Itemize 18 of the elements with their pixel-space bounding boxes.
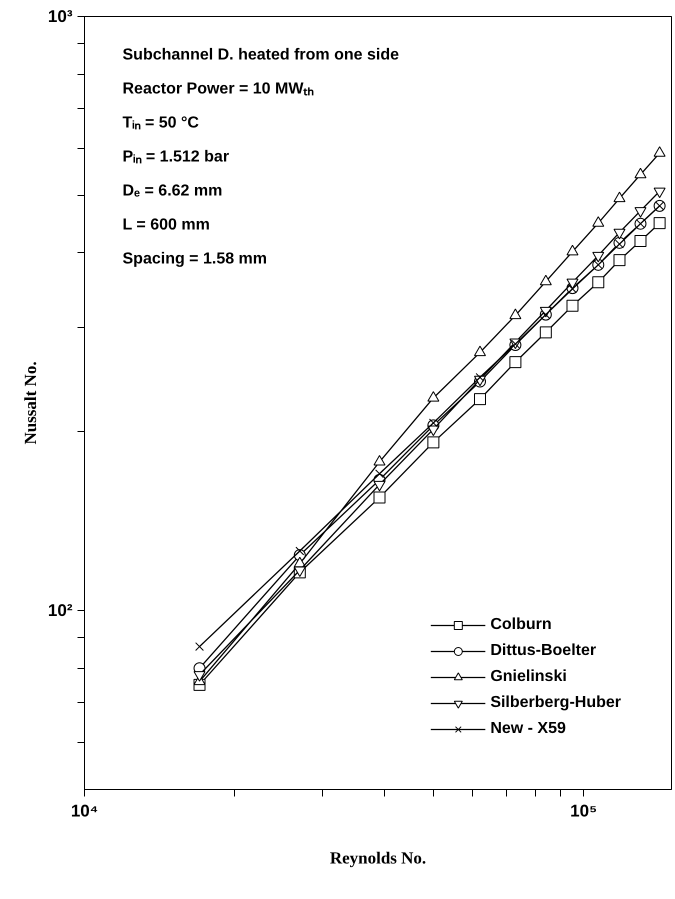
x-axis-title: Reynolds No.: [330, 848, 426, 868]
y-axis-title: Nussalt No.: [20, 361, 40, 445]
annotation: Subchannel D. heated from one side: [122, 46, 400, 64]
legend-label: Colburn: [490, 616, 552, 634]
annotation: L = 600 mm: [122, 216, 210, 234]
x-tick-label: 10⁵: [570, 802, 598, 820]
annotation: Dₑ = 6.62 mm: [122, 182, 222, 200]
y-tick-label: 10²: [48, 601, 73, 620]
legend-label: Dittus-Boelter: [490, 642, 596, 660]
annotation: Reactor Power = 10 MWₜₕ: [122, 80, 314, 98]
legend-label: Gnielinski: [490, 668, 567, 686]
x-tick-label: 10⁴: [70, 802, 98, 820]
annotation: Spacing = 1.58 mm: [122, 250, 268, 268]
legend-label: New - X59: [490, 720, 566, 738]
legend-label: Silberberg-Huber: [490, 694, 621, 712]
y-tick-label: 10³: [48, 7, 73, 26]
annotation: Pᵢₙ = 1.512 bar: [122, 148, 230, 166]
annotation: Tᵢₙ = 50 °C: [122, 114, 200, 132]
